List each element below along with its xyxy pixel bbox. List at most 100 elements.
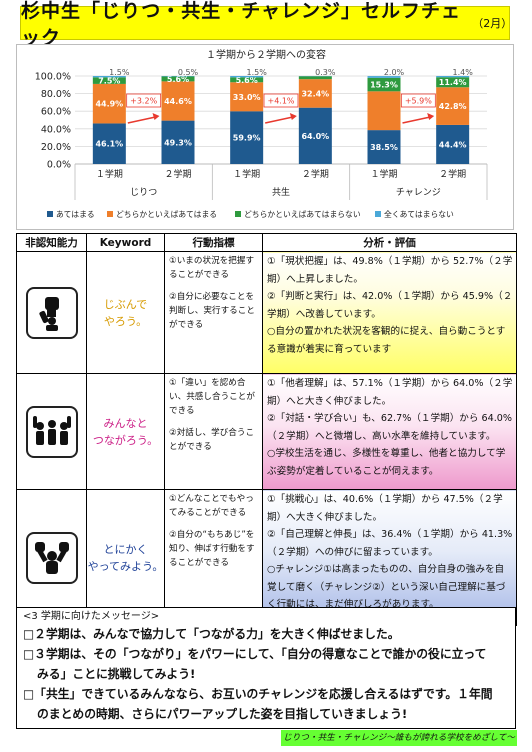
action-item: ②自分に必要なことを判断し、実行することができる <box>169 292 255 330</box>
data-label: 0.5% <box>178 68 199 77</box>
legend-swatch <box>375 211 381 217</box>
analysis-item: ○チャレンジ①は高まったものの、自分自身の強みを自覚して磨く（チャレンジ②）とい… <box>267 564 506 610</box>
analysis-item: ①「挑戦心」は、40.6%（１学期）から 47.5%（２学期）へ大きく伸びました… <box>267 494 503 523</box>
x-tick-label: １学期 <box>96 168 123 180</box>
change-badge <box>126 93 162 108</box>
analysis-item: ○自分の置かれた状況を客観的に捉え、自ら動こうとする意識が着実に育っています <box>267 326 506 355</box>
data-label: 5.6% <box>167 75 189 84</box>
change-label: +3.2% <box>130 97 157 106</box>
change-label: +4.1% <box>267 97 294 106</box>
action-item: ①いまの状況を把握することができる <box>169 256 255 280</box>
month-label: （2月） <box>472 17 513 30</box>
change-arrow <box>127 116 156 124</box>
bar-segment <box>298 107 332 164</box>
data-label: 0.3% <box>315 68 336 77</box>
analysis-item: ①「他者理解」は、57.1%（１学期）から 64.0%（２学期）へと大きく伸びま… <box>267 378 513 407</box>
data-label: 44.6% <box>164 97 192 106</box>
data-label: 44.4% <box>439 140 467 149</box>
keyword-line: みんなと <box>103 416 148 430</box>
bar-segment <box>436 124 470 164</box>
header-analysis: 分析・評価 <box>262 233 517 252</box>
people-together-icon <box>25 405 78 458</box>
data-label: 5.6% <box>236 76 258 85</box>
keyword-line: とにかく <box>103 542 148 556</box>
group-label: チャレンジ <box>396 187 441 198</box>
analysis-item: ②「自己理解と伸長」は、36.4%（１学期）から 41.3%（２学期）への伸びに… <box>267 529 513 558</box>
y-tick-label: 20.0% <box>41 142 71 153</box>
keyword-line: やってみよう。 <box>87 559 164 573</box>
bar-segment <box>367 130 401 164</box>
action-item: ①「違い」を認め合い、共感し合うことができる <box>169 378 255 416</box>
title-banner: 杉中生「じりつ・共生・チャレンジ」セルフチェック （2月） <box>20 0 513 49</box>
change-label: +5.9% <box>405 97 432 106</box>
table-row-challenge: とにかく やってみよう。 ①どんなことでもやってみることができる ②自分の“もち… <box>16 489 517 626</box>
evaluation-table: 非認知能力 Keyword 行動指標 分析・評価 じぶんで やろう。 ①いまの状… <box>16 233 517 626</box>
y-tick-label: 80.0% <box>41 89 71 100</box>
change-arrow <box>264 116 294 124</box>
message-line: □２学期は、みんなで協力して「つながる力」を大きく伸ばせました。 <box>23 627 400 641</box>
bar-segment <box>298 76 332 80</box>
change-arrowhead <box>427 113 435 120</box>
header-action: 行動指標 <box>164 233 263 252</box>
chart-panel: １学期から２学期への変容 0.0% 20.0% 40.0% 60.0% 80.0% 100.… <box>16 44 514 230</box>
bar-segment <box>161 81 195 121</box>
bar-segment <box>92 123 126 164</box>
page-title: 杉中生「じりつ・共生・チャレンジ」セルフチェック <box>21 0 462 49</box>
data-label: 42.8% <box>439 102 467 111</box>
x-tick-label: １学期 <box>370 168 397 180</box>
bar-segment <box>436 76 470 78</box>
data-label: 32.4% <box>301 89 329 98</box>
y-tick-label: 0.0% <box>47 160 71 171</box>
message-box: <3 学期に向けたメッセージ> □２学期は、みんなで協力して「つながる力」を大き… <box>16 607 516 729</box>
bar-segment <box>92 76 126 78</box>
header-keyword: Keyword <box>86 233 165 252</box>
fists-up-icon <box>25 531 78 584</box>
analysis-item: ②「対話・学び合い」も、62.7%（１学期）から 64.0%（２学期）へと微増し… <box>267 413 513 442</box>
y-tick-label: 40.0% <box>41 124 71 135</box>
change-arrowhead <box>289 113 297 120</box>
group-label: じりつ <box>130 187 157 198</box>
bar-segment <box>367 77 401 92</box>
stacked-bar-chart: １学期から２学期への変容 0.0% 20.0% 40.0% 60.0% 80.0% 100.… <box>35 48 488 219</box>
bar-segment <box>161 120 195 164</box>
bar-segment <box>367 76 401 78</box>
analysis-item: ②「判断と実行」は、42.0%（１学期）から 45.9%（２学期）へ改善していま… <box>267 291 513 320</box>
message-line: みる」ことに挑戦してみよう! <box>37 667 196 681</box>
legend-label: あてはまる <box>56 210 95 219</box>
bar-segment <box>436 77 470 88</box>
data-label: 33.0% <box>233 93 261 102</box>
header-noncognitive: 非認知能力 <box>16 233 87 252</box>
message-heading: <3 学期に向けたメッセージ> <box>23 611 160 622</box>
change-badge <box>263 93 299 108</box>
legend-label: どちらかといえばあてはまらない <box>244 210 361 219</box>
y-tick-label: 100.0% <box>35 72 71 83</box>
y-tick-label: 60.0% <box>41 107 71 118</box>
chart-title: １学期から２学期への変容 <box>206 48 326 61</box>
bar-segment <box>230 82 264 112</box>
data-label: 1.5% <box>109 68 130 77</box>
bar-segment <box>92 83 126 124</box>
message-line: □「共生」できているみんななら、お互いのチャレンジを応援し合えるはずです。１年間 <box>23 687 493 701</box>
data-label: 44.9% <box>95 100 123 109</box>
footer-slogan: じりつ・共生・チャレンジ〜誰もが誇れる学校をめざして〜 <box>281 730 517 746</box>
bar-segment <box>161 76 195 82</box>
data-label: 64.0% <box>301 132 329 141</box>
bar-segment <box>298 79 332 108</box>
message-line: □３学期は、その「つながり」をパワーにして、「自分の得意なことで誰かの役に立って <box>23 647 487 661</box>
bar-segment <box>230 77 264 83</box>
data-label: 38.5% <box>370 143 398 152</box>
message-line: のまとめの時期、さらにパワーアップした姿を目指していきましょう! <box>37 707 408 721</box>
table-row-kyosei: みんなと つながろう。 ①「違い」を認め合い、共感し合うことができる ②対話し、… <box>16 373 517 490</box>
keyword-line: やろう。 <box>103 314 148 328</box>
table-header-row: 非認知能力 Keyword 行動指標 分析・評価 <box>16 233 517 252</box>
fist-raised-icon <box>25 286 78 339</box>
keyword-line: つながろう。 <box>92 433 159 447</box>
data-label: 11.4% <box>439 78 467 87</box>
action-item: ②対話し、学び合うことができる <box>169 428 255 452</box>
change-arrow <box>402 116 431 124</box>
x-tick-label: １学期 <box>233 168 260 180</box>
x-tick-label: ２学期 <box>439 168 466 180</box>
change-arrowhead <box>152 113 160 120</box>
bar-segment <box>436 87 470 125</box>
action-item: ②自分の“もちあじ”を知り、伸ばす行動をすることができる <box>169 530 255 568</box>
